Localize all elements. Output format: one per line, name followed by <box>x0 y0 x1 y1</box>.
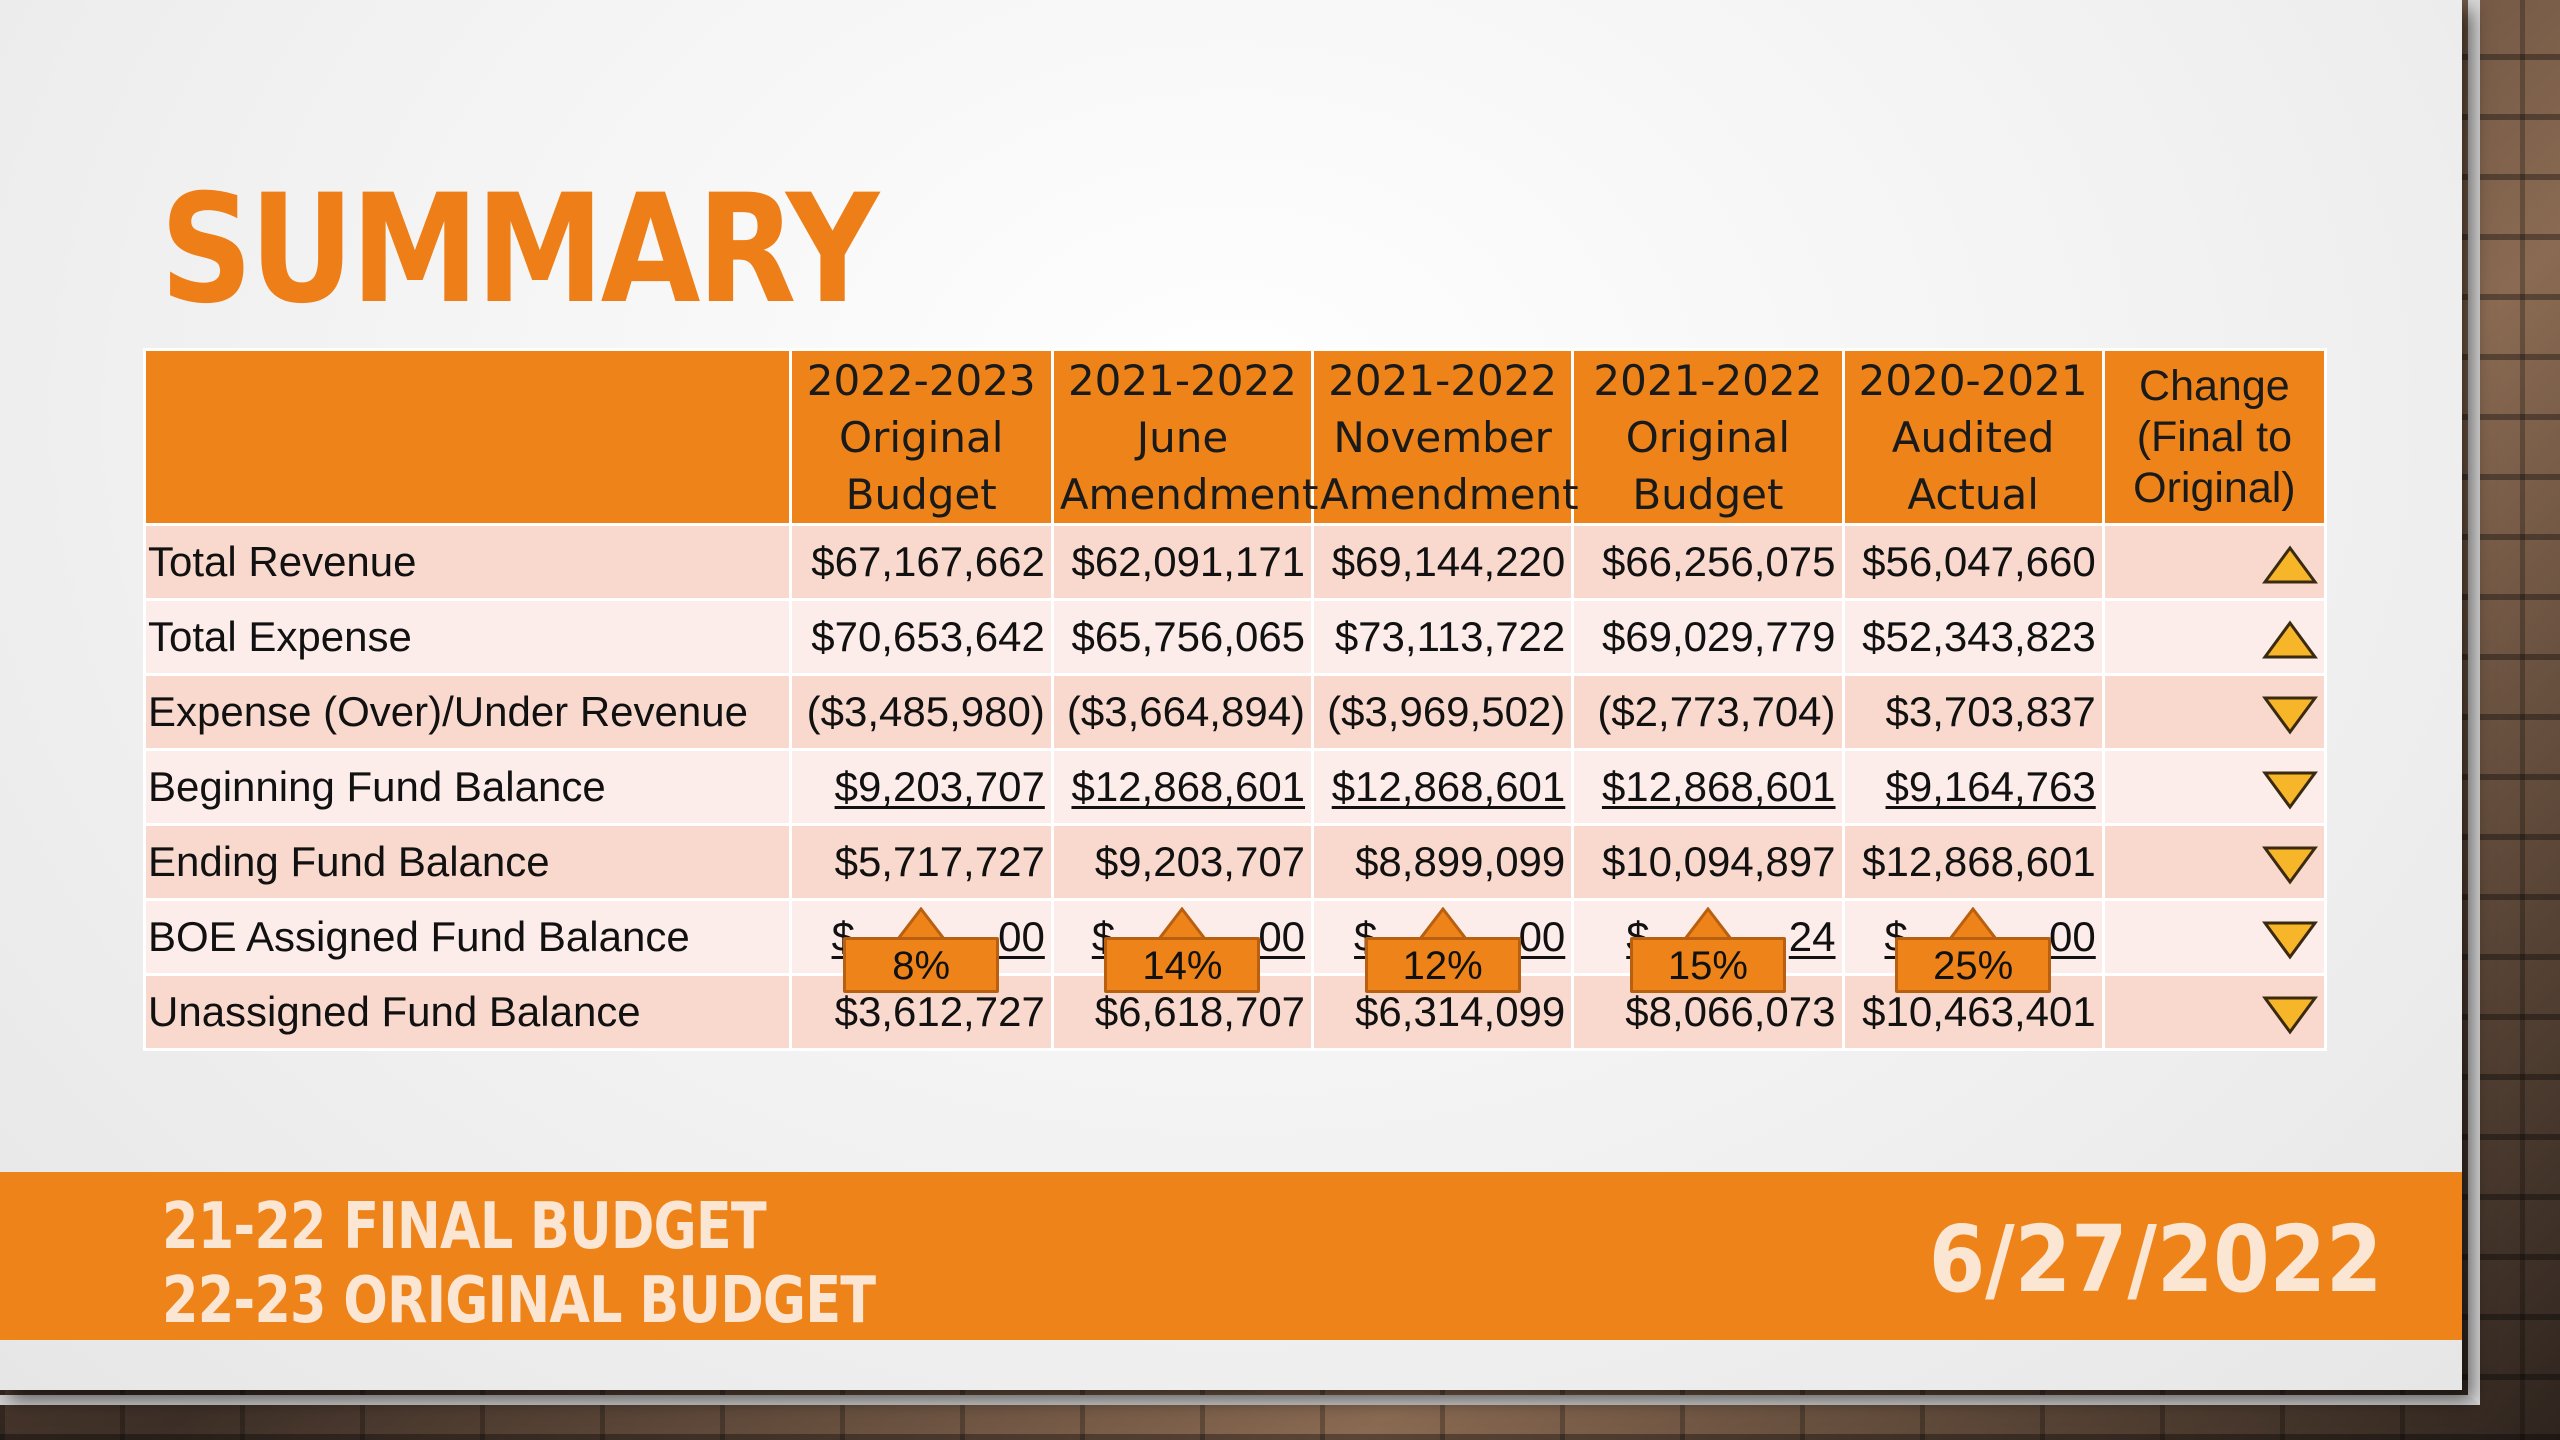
cell: ($2,773,704) <box>1571 673 1845 751</box>
cell: $10,094,897 <box>1571 823 1845 901</box>
cell: $ 00 25% <box>1841 898 2105 993</box>
arrow-up-icon <box>1682 907 1733 941</box>
cell: $52,343,823 <box>1841 598 2105 676</box>
header-row: 2022-2023 Original Budget 2021-2022 June Ame… <box>143 348 2328 526</box>
percent-callout: 12% <box>1364 907 1521 993</box>
header-col-2: 2021-2022 June Amendment <box>1050 348 1318 526</box>
footer-caption: 21-22 FINAL BUDGET 22-23 ORIGINAL BUDGET <box>162 1190 876 1338</box>
cell: $69,144,220 <box>1311 523 1575 601</box>
percent-callout: 25% <box>1895 907 2052 993</box>
slide-edge <box>0 0 2480 1405</box>
cell: $12,868,601 <box>1571 748 1845 826</box>
triangle-down-icon <box>2262 996 2318 1035</box>
footer-line-2: 22-23 ORIGINAL BUDGET <box>162 1264 876 1338</box>
cell: $65,756,065 <box>1050 598 1315 676</box>
triangle-down-icon <box>2262 846 2318 885</box>
change-cell <box>2101 823 2328 901</box>
slide-title: SUMMARY <box>160 163 879 337</box>
cell: $12,868,601 <box>1050 748 1315 826</box>
change-cell <box>2101 598 2328 676</box>
cell: $ 00 8% <box>788 898 1054 993</box>
cell: $8,899,099 <box>1311 823 1575 901</box>
row-label: BOE Assigned Fund Balance <box>143 898 792 976</box>
row-label: Ending Fund Balance <box>143 823 792 901</box>
table-row: Expense (Over)/Under Revenue ($3,485,980… <box>143 673 2328 751</box>
cell: $ 24 15% <box>1571 898 1845 993</box>
cell: $9,203,707 <box>1050 823 1315 901</box>
header-col-3: 2021-2022 November Amendment <box>1311 348 1579 526</box>
triangle-up-icon <box>2262 545 2318 584</box>
table-row: BOE Assigned Fund Balance $ 00 8% $ 00 1… <box>143 898 2328 993</box>
header-blank <box>143 348 792 526</box>
cell: ($3,969,502) <box>1311 673 1575 751</box>
percent-callout: 14% <box>1104 907 1261 993</box>
arrow-up-icon <box>1948 907 1999 941</box>
cell: $56,047,660 <box>1841 523 2105 601</box>
footer-line-1: 21-22 FINAL BUDGET <box>162 1190 767 1264</box>
cell: $73,113,722 <box>1311 598 1575 676</box>
arrow-up-icon <box>1157 907 1208 941</box>
cell: $62,091,171 <box>1050 523 1315 601</box>
change-cell <box>2101 673 2328 751</box>
change-cell <box>2101 748 2328 826</box>
arrow-up-icon <box>1417 907 1468 941</box>
change-cell <box>2101 523 2328 601</box>
table-row: Unassigned Fund Balance $3,612,727 $6,61… <box>143 973 2328 1051</box>
table-row: Total Revenue $67,167,662 $62,091,171 $6… <box>143 523 2328 601</box>
row-label: Total Expense <box>143 598 792 676</box>
cell: $12,868,601 <box>1841 823 2105 901</box>
cell: $9,164,763 <box>1841 748 2105 826</box>
triangle-down-icon <box>2262 696 2318 735</box>
percent-callout: 15% <box>1629 907 1786 993</box>
cell: ($3,485,980) <box>788 673 1054 751</box>
summary-table: 2022-2023 Original Budget 2021-2022 June Ame… <box>143 348 2328 1051</box>
table-row: Total Expense $70,653,642 $65,756,065 $7… <box>143 598 2328 676</box>
cell: $ 00 12% <box>1311 898 1575 993</box>
footer-bar: 21-22 FINAL BUDGET 22-23 ORIGINAL BUDGET… <box>0 1172 2462 1340</box>
header-col-4: 2021-2022 Original Budget <box>1571 348 1845 526</box>
cell: $ 00 14% <box>1050 898 1315 993</box>
row-label: Expense (Over)/Under Revenue <box>143 673 792 751</box>
percent-callout: 8% <box>843 907 1000 993</box>
triangle-down-icon <box>2262 921 2318 960</box>
header-col-1: 2022-2023 Original Budget <box>788 348 1054 526</box>
cell: $10,463,401 <box>1841 973 2105 1051</box>
change-cell <box>2101 898 2328 976</box>
arrow-up-icon <box>896 907 947 941</box>
row-label: Beginning Fund Balance <box>143 748 792 826</box>
cell: ($3,664,894) <box>1050 673 1315 751</box>
cell: $3,703,837 <box>1841 673 2105 751</box>
cell: $67,167,662 <box>788 523 1054 601</box>
header-change: Change (Final to Original) <box>2101 348 2328 526</box>
change-cell <box>2101 973 2328 1051</box>
row-label: Unassigned Fund Balance <box>143 973 792 1051</box>
header-col-5: 2020-2021 Audited Actual <box>1841 348 2105 526</box>
table-row: Ending Fund Balance $5,717,727 $9,203,70… <box>143 823 2328 901</box>
cell: $66,256,075 <box>1571 523 1845 601</box>
triangle-down-icon <box>2262 771 2318 810</box>
row-label: Total Revenue <box>143 523 792 601</box>
cell: $5,717,727 <box>788 823 1054 901</box>
footer-date: 6/27/2022 <box>1928 1206 2382 1313</box>
cell: $70,653,642 <box>788 598 1054 676</box>
slide: SUMMARY 2022-2023 Original Budget 2021-202… <box>0 0 2462 1390</box>
cell: $9,203,707 <box>788 748 1054 826</box>
table-row: Beginning Fund Balance $9,203,707 $12,86… <box>143 748 2328 826</box>
cell: $69,029,779 <box>1571 598 1845 676</box>
triangle-up-icon <box>2262 620 2318 659</box>
cell: $12,868,601 <box>1311 748 1575 826</box>
